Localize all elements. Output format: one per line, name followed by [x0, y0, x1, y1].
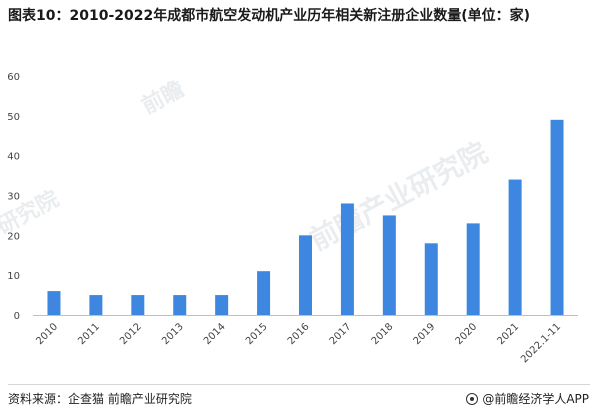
bar: [89, 295, 103, 315]
bar: [47, 291, 61, 315]
x-tick-label: 2016: [286, 321, 312, 347]
x-tick-label: 2012: [118, 321, 144, 347]
footer-divider: [8, 384, 590, 385]
bar: [424, 243, 438, 315]
x-tick-label: 2021: [495, 321, 521, 347]
y-tick-label: 30: [7, 192, 20, 203]
bar: [550, 119, 564, 315]
y-tick-label: 10: [7, 271, 20, 282]
brand-logo-icon: [466, 392, 479, 405]
y-tick-label: 0: [14, 311, 20, 322]
bar: [257, 271, 271, 315]
x-tick-label: 2015: [244, 321, 270, 347]
x-tick-label: 2022.1-11: [519, 321, 563, 365]
bar: [215, 295, 229, 315]
y-tick-label: 20: [7, 231, 20, 242]
x-tick-label: 2013: [160, 321, 186, 347]
brand-text: @前瞻经济学人APP: [482, 392, 589, 406]
bar: [466, 223, 480, 315]
chart-title: 图表10：2010-2022年成都市航空发动机产业历年相关新注册企业数量(单位：…: [8, 8, 531, 24]
x-tick-label: 2018: [370, 321, 396, 347]
bar-chart: 0 10 20 30 40 50 60 2010 2011 2012 2013 2014 2015 201…: [7, 72, 578, 365]
brand-credit: @前瞻经济学人APP: [466, 390, 589, 407]
x-tick-label: 2017: [328, 321, 354, 347]
x-tick-label: 2010: [34, 321, 60, 347]
bar: [299, 235, 312, 315]
y-tick-label: 40: [7, 152, 20, 163]
bar: [131, 295, 145, 315]
bar: [340, 203, 354, 315]
bar: [382, 215, 396, 315]
x-tick-label: 2014: [202, 321, 228, 347]
y-tick-label: 60: [7, 72, 20, 83]
source-note: 资料来源：企查猫 前瞻产业研究院: [8, 392, 192, 406]
x-tick-label: 2019: [412, 321, 438, 347]
x-tick-label: 2011: [76, 321, 102, 347]
bar: [508, 179, 522, 315]
x-tick-label: 2020: [454, 321, 480, 347]
y-tick-label: 50: [7, 112, 20, 123]
bar: [173, 295, 187, 315]
